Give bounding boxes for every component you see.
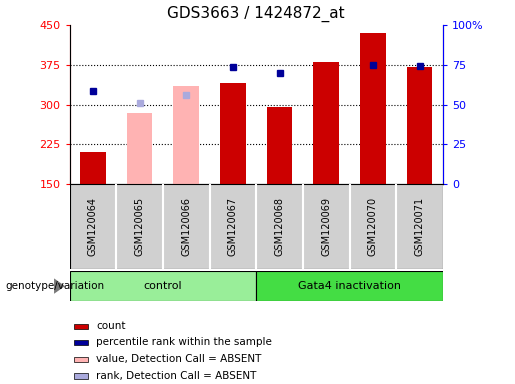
Text: GSM120065: GSM120065 [134, 197, 145, 256]
Text: control: control [144, 281, 182, 291]
Text: genotype/variation: genotype/variation [5, 281, 104, 291]
Bar [74, 340, 88, 345]
Bar [267, 107, 293, 184]
Text: GSM120066: GSM120066 [181, 197, 191, 256]
Title: GDS3663 / 1424872_at: GDS3663 / 1424872_at [167, 6, 345, 22]
Text: Gata4 inactivation: Gata4 inactivation [298, 281, 401, 291]
Bar [74, 357, 88, 362]
Text: GSM120068: GSM120068 [274, 197, 285, 256]
Bar [74, 323, 88, 329]
Text: GSM120071: GSM120071 [415, 197, 424, 256]
Bar [314, 62, 339, 184]
Text: value, Detection Call = ABSENT: value, Detection Call = ABSENT [96, 354, 262, 364]
Bar [360, 33, 386, 184]
Bar [407, 68, 433, 184]
Text: percentile rank within the sample: percentile rank within the sample [96, 338, 272, 348]
Bar [80, 152, 106, 184]
Text: count: count [96, 321, 126, 331]
Polygon shape [54, 278, 65, 294]
Bar [127, 113, 152, 184]
Text: GSM120067: GSM120067 [228, 197, 238, 256]
Text: GSM120070: GSM120070 [368, 197, 378, 256]
Text: GSM120069: GSM120069 [321, 197, 331, 256]
Text: rank, Detection Call = ABSENT: rank, Detection Call = ABSENT [96, 371, 256, 381]
Bar [74, 373, 88, 379]
Bar [174, 86, 199, 184]
Bar [70, 271, 256, 301]
Bar [256, 271, 443, 301]
Bar [220, 83, 246, 184]
Text: GSM120064: GSM120064 [88, 197, 98, 256]
